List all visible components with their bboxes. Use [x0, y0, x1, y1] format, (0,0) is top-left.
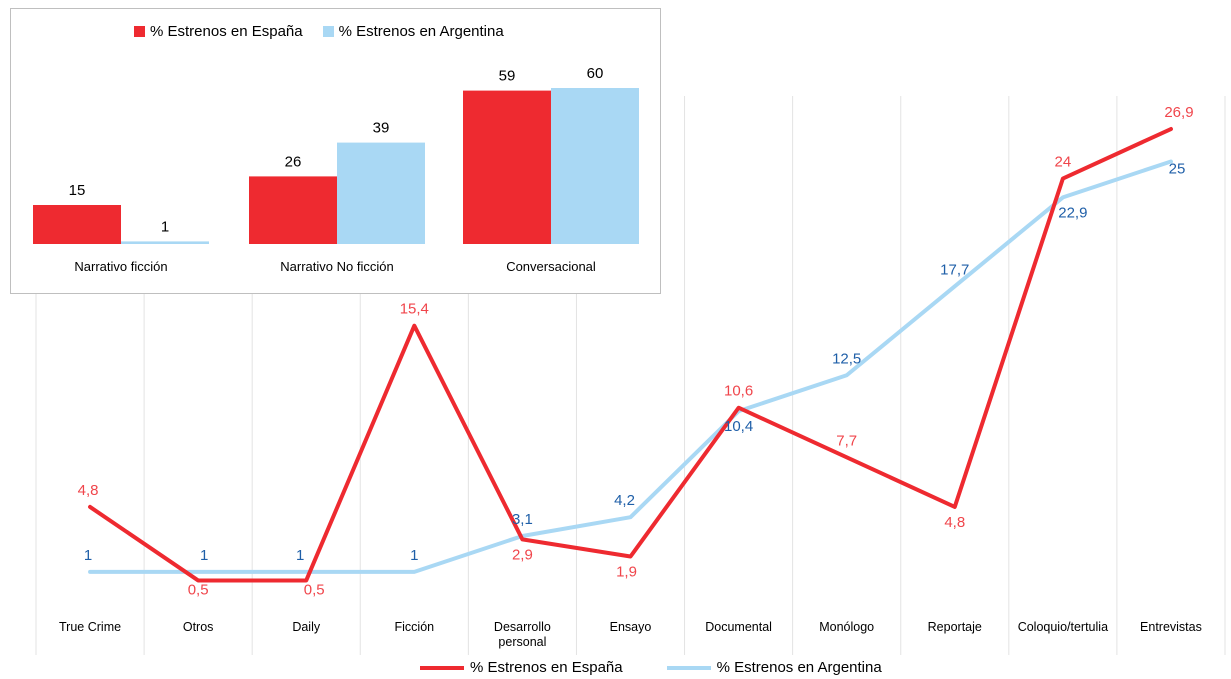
- data-label-argentina: 1: [296, 547, 304, 564]
- bar-legend-item-argentina: % Estrenos en Argentina: [322, 23, 504, 40]
- data-label-argentina: 3,1: [512, 511, 533, 528]
- bar-spain: [33, 205, 121, 244]
- legend-swatch-argentina: [666, 665, 711, 670]
- data-label-spain: 24: [1055, 154, 1072, 171]
- legend-item-argentina: % Estrenos en Argentina: [666, 659, 882, 676]
- bar-value-label: 26: [285, 153, 302, 170]
- bar-legend-label-spain: % Estrenos en España: [150, 23, 303, 40]
- data-label-spain: 0,5: [304, 581, 325, 598]
- bar-argentina: [121, 241, 209, 244]
- data-label-spain: 15,4: [400, 301, 429, 318]
- data-label-spain: 7,7: [836, 432, 857, 449]
- data-label-argentina: 12,5: [832, 350, 861, 367]
- bar-category-label: Narrativo No ficción: [280, 259, 393, 274]
- data-label-spain: 0,5: [188, 581, 209, 598]
- category-label: Coloquio/tertulia: [1018, 620, 1108, 634]
- data-label-spain: 26,9: [1164, 104, 1193, 121]
- data-label-spain: 4,8: [78, 482, 99, 499]
- bar-value-label: 39: [373, 120, 390, 137]
- category-label: True Crime: [59, 620, 121, 634]
- category-label: Monólogo: [819, 620, 874, 634]
- data-label-argentina: 17,7: [940, 261, 969, 278]
- category-label: Documental: [705, 620, 772, 634]
- bar-spain: [463, 90, 551, 244]
- data-label-spain: 10,6: [724, 383, 753, 400]
- data-label-argentina: 10,4: [724, 418, 753, 435]
- category-label: Otros: [183, 620, 214, 634]
- data-label-spain: 4,8: [944, 514, 965, 531]
- bar-chart: 15 1 Narrativo ficción 26 39 Narrativo No fic…: [33, 65, 639, 274]
- legend-label-argentina: % Estrenos en Argentina: [716, 659, 882, 676]
- category-label: Entrevistas: [1140, 620, 1202, 634]
- category-label: Ensayo: [610, 620, 652, 634]
- bar-legend-swatch-spain: [134, 26, 145, 37]
- data-label-argentina: 25: [1169, 161, 1186, 178]
- series-line-argentina: [88, 159, 1173, 574]
- legend-swatch-spain: [420, 665, 464, 670]
- category-label: personal: [498, 635, 546, 649]
- category-label: Reportaje: [928, 620, 982, 634]
- category-label: Daily: [292, 620, 321, 634]
- data-label-argentina: 1: [200, 547, 208, 564]
- bar-legend-swatch-argentina: [322, 26, 334, 37]
- data-label-argentina: 22,9: [1058, 204, 1087, 221]
- legend-label-spain: % Estrenos en España: [470, 659, 623, 676]
- bar-spain: [249, 176, 337, 244]
- bar-legend-item-spain: % Estrenos en España: [134, 23, 303, 40]
- bar-category-label: Conversacional: [506, 259, 596, 274]
- category-label: Ficción: [395, 620, 435, 634]
- line-chart-legend: % Estrenos en España % Estrenos en Argen…: [420, 659, 926, 676]
- series-line-spain: [88, 127, 1173, 583]
- bar-value-label: 15: [69, 182, 86, 199]
- legend-item-spain: % Estrenos en España: [420, 659, 623, 676]
- data-label-argentina: 1: [410, 547, 418, 564]
- bar-chart-legend: % Estrenos en España % Estrenos en Argen…: [134, 23, 504, 40]
- bar-category-label: Narrativo ficción: [74, 259, 167, 274]
- bar-argentina: [551, 88, 639, 244]
- inset-bar-chart-panel: 15 1 Narrativo ficción 26 39 Narrativo No fic…: [10, 8, 661, 294]
- bar-legend-label-argentina: % Estrenos en Argentina: [338, 23, 504, 40]
- data-label-spain: 2,9: [512, 546, 533, 563]
- bar-argentina: [337, 142, 425, 244]
- data-label-argentina: 4,2: [614, 492, 635, 509]
- bar-value-label: 59: [499, 68, 516, 85]
- data-label-spain: 1,9: [616, 564, 637, 581]
- category-label: Desarrollo: [494, 620, 551, 634]
- bar-value-label: 1: [161, 218, 169, 235]
- data-label-argentina: 1: [84, 547, 92, 564]
- bar-value-label: 60: [587, 65, 604, 82]
